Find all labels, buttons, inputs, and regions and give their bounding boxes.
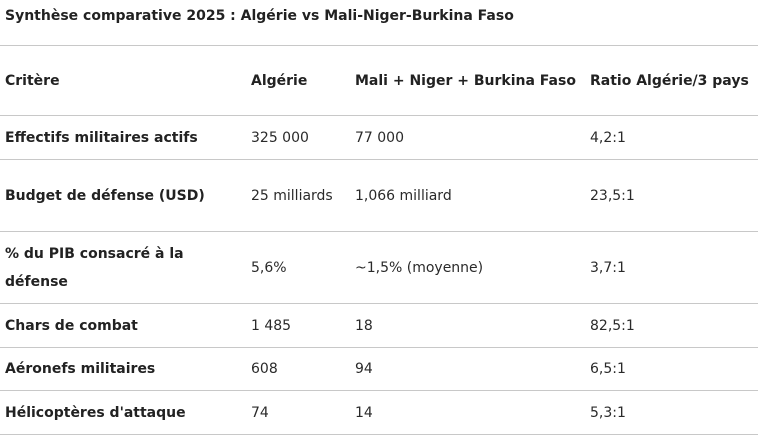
ratio-cell: 5,3:1 xyxy=(585,390,758,435)
algeria-value-cell: 1 485 xyxy=(246,303,350,348)
comparison-table: Critère Algérie Mali + Niger + Burkina F… xyxy=(0,45,758,435)
algeria-value-cell: 608 xyxy=(246,347,350,391)
algeria-value-cell: 25 milliards xyxy=(246,159,350,232)
table-row: Aéronefs militaires 608 94 6,5:1 xyxy=(0,347,758,391)
ratio-cell: 3,7:1 xyxy=(585,231,758,304)
table-row: Effectifs militaires actifs 325 000 77 0… xyxy=(0,115,758,160)
column-header-ratio: Ratio Algérie/3 pays xyxy=(585,45,758,116)
table-row: Budget de défense (USD) 25 milliards 1,0… xyxy=(0,159,758,232)
sahel-value-cell: 14 xyxy=(350,390,585,435)
algeria-value-cell: 74 xyxy=(246,390,350,435)
algeria-value-cell: 325 000 xyxy=(246,115,350,160)
table-header-row: Critère Algérie Mali + Niger + Burkina F… xyxy=(0,45,758,116)
table-row: Chars de combat 1 485 18 82,5:1 xyxy=(0,303,758,348)
ratio-cell: 82,5:1 xyxy=(585,303,758,348)
criterion-cell: % du PIB consacré à la défense xyxy=(0,231,246,304)
criterion-cell: Aéronefs militaires xyxy=(0,347,246,391)
table-row: Hélicoptères d'attaque 74 14 5,3:1 xyxy=(0,390,758,435)
table-row: % du PIB consacré à la défense 5,6% ~1,5… xyxy=(0,231,758,304)
criterion-cell: Hélicoptères d'attaque xyxy=(0,390,246,435)
table-caption: Synthèse comparative 2025 : Algérie vs M… xyxy=(5,8,514,24)
column-header-algeria: Algérie xyxy=(246,45,350,116)
algeria-value-cell: 5,6% xyxy=(246,231,350,304)
criterion-cell: Budget de défense (USD) xyxy=(0,159,246,232)
sahel-value-cell: 1,066 milliard xyxy=(350,159,585,232)
criterion-cell: Effectifs militaires actifs xyxy=(0,115,246,160)
ratio-cell: 4,2:1 xyxy=(585,115,758,160)
ratio-cell: 23,5:1 xyxy=(585,159,758,232)
sahel-value-cell: 94 xyxy=(350,347,585,391)
sahel-value-cell: ~1,5% (moyenne) xyxy=(350,231,585,304)
sahel-value-cell: 18 xyxy=(350,303,585,348)
column-header-criterion: Critère xyxy=(0,45,246,116)
ratio-cell: 6,5:1 xyxy=(585,347,758,391)
sahel-value-cell: 77 000 xyxy=(350,115,585,160)
criterion-cell: Chars de combat xyxy=(0,303,246,348)
column-header-sahel-states: Mali + Niger + Burkina Faso xyxy=(350,45,585,116)
